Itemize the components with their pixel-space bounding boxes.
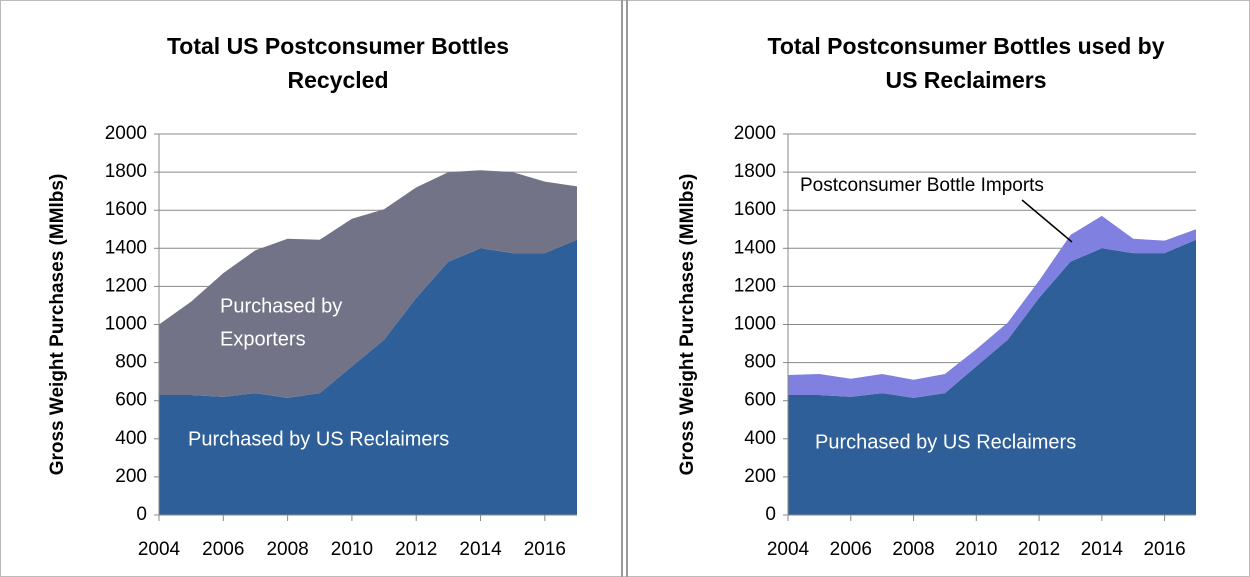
y-tick-label: 0 — [136, 504, 147, 525]
y-axis-label: Gross Weight Purchases (MMlbs) — [677, 174, 698, 476]
x-tick-label: 2008 — [892, 539, 934, 560]
series-label: Purchased by US Reclaimers — [188, 428, 449, 450]
y-tick-label: 1200 — [105, 275, 147, 296]
y-tick-label: 600 — [744, 390, 776, 411]
x-tick-label: 2016 — [524, 539, 566, 560]
y-tick-label: 200 — [115, 466, 147, 487]
y-tick-label: 600 — [115, 390, 147, 411]
leader-line — [1021, 199, 1073, 243]
x-tick-label: 2014 — [459, 539, 502, 560]
y-tick-label: 400 — [115, 428, 147, 449]
series-label: Exporters — [220, 328, 306, 350]
x-tick-label: 2004 — [138, 539, 181, 560]
x-tick-label: 2012 — [395, 539, 437, 560]
area — [788, 215, 1196, 398]
y-tick-label: 1800 — [105, 161, 147, 182]
y-tick-label: 1800 — [734, 161, 776, 182]
x-tick-label: 2010 — [955, 539, 997, 560]
y-tick-label: 1200 — [734, 275, 776, 296]
y-tick-label: 2000 — [734, 123, 776, 144]
x-tick-label: 2006 — [830, 539, 872, 560]
x-tick-label: 2016 — [1143, 539, 1185, 560]
x-tick-label: 2012 — [1018, 539, 1060, 560]
x-tick-label: 2008 — [266, 539, 308, 560]
y-tick-label: 1000 — [105, 314, 147, 335]
x-tick-label: 2006 — [202, 539, 244, 560]
y-tick-label: 1600 — [734, 199, 776, 220]
series-label: Purchased by — [220, 295, 342, 317]
x-tick-label: 2004 — [767, 539, 810, 560]
chart-title: Total US Postconsumer Bottles — [167, 33, 509, 59]
series-label: Purchased by US Reclaimers — [815, 431, 1076, 453]
x-tick-label: 2010 — [331, 539, 373, 560]
y-tick-label: 800 — [744, 352, 776, 373]
area — [159, 239, 577, 516]
area — [159, 170, 577, 398]
y-tick-label: 800 — [115, 352, 147, 373]
chart-title: Recycled — [287, 67, 388, 93]
chart-title: Total Postconsumer Bottles used by — [767, 33, 1164, 59]
y-tick-label: 2000 — [105, 123, 147, 144]
y-tick-label: 1400 — [734, 237, 776, 258]
y-tick-label: 200 — [744, 466, 776, 487]
chart-title: US Reclaimers — [885, 67, 1046, 93]
y-tick-label: 0 — [765, 504, 776, 525]
area — [788, 239, 1196, 516]
x-tick-label: 2014 — [1081, 539, 1124, 560]
y-tick-label: 1400 — [105, 237, 147, 258]
y-axis-label: Gross Weight Purchases (MMlbs) — [47, 174, 68, 476]
series-label: Postconsumer Bottle Imports — [800, 175, 1044, 196]
y-tick-label: 1000 — [734, 314, 776, 335]
y-tick-label: 1600 — [105, 199, 147, 220]
y-tick-label: 400 — [744, 428, 776, 449]
